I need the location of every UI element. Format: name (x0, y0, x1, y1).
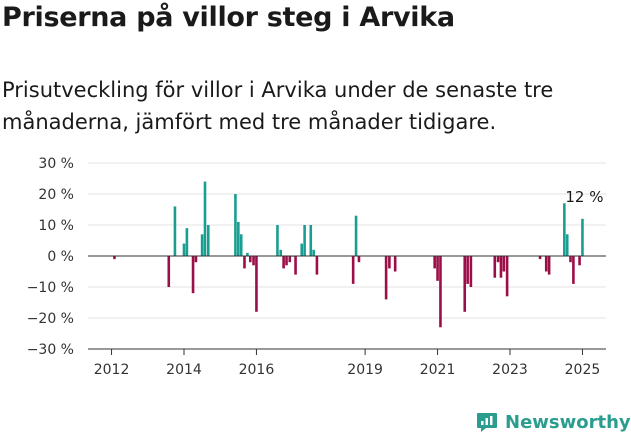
chart-title: Priserna på villor steg i Arvika (2, 2, 455, 33)
bar (502, 256, 506, 272)
x-tick-label: 2021 (420, 362, 456, 378)
annotations: 12 % (565, 188, 603, 206)
x-tick-label: 2012 (94, 362, 130, 378)
bar (499, 256, 503, 278)
newsworthy-logo-icon (477, 413, 497, 432)
bar (200, 234, 204, 256)
axes (88, 255, 606, 350)
bar (203, 181, 207, 256)
bar (578, 256, 581, 266)
bar (255, 256, 258, 312)
brand: Newsworthy (475, 410, 631, 434)
bar (384, 256, 388, 300)
bar (194, 256, 198, 263)
bar (173, 206, 177, 256)
bar (303, 225, 306, 256)
bar (463, 256, 467, 312)
x-tick-label: 2016 (239, 362, 275, 378)
x-tick-label: 2014 (166, 362, 202, 378)
bar (469, 256, 473, 287)
chart-subtitle: Prisutveckling för villor i Arvika under… (2, 78, 554, 134)
bar (547, 256, 551, 275)
bar (252, 256, 255, 266)
bar (354, 215, 358, 256)
bar (285, 256, 288, 266)
bar (496, 256, 500, 263)
bar (565, 234, 569, 256)
bar-chart: 30 %20 %10 %0 %−10 %−20 %−30 % 2012 2014 2… (27, 156, 606, 378)
bar (246, 252, 249, 256)
bar (234, 194, 237, 256)
bar (288, 256, 292, 263)
bar (276, 225, 279, 256)
bar (433, 256, 436, 269)
bar (439, 256, 442, 328)
bar (185, 228, 189, 256)
y-tick-label: −30 % (27, 342, 74, 358)
y-tick-label: 20 % (38, 187, 74, 203)
bar (248, 256, 252, 263)
bar (206, 225, 210, 256)
bar (569, 256, 572, 263)
bars (113, 181, 584, 328)
bar (237, 221, 240, 256)
bar (538, 256, 542, 260)
bar (563, 203, 566, 256)
bar (315, 256, 319, 275)
bar (243, 256, 246, 269)
bar (300, 243, 304, 256)
bar (282, 256, 285, 269)
bar (351, 256, 355, 284)
bar (388, 256, 391, 269)
bar (581, 218, 584, 256)
bar (505, 256, 509, 297)
x-axis-tick-labels: 2012 2014 2016 2019 2021 2023 2025 (94, 349, 601, 378)
bar (357, 256, 361, 263)
bar (239, 234, 243, 256)
bar (436, 256, 439, 281)
bar (294, 256, 297, 275)
bar (167, 256, 171, 287)
x-tick-label: 2025 (565, 362, 601, 378)
bar (544, 256, 548, 272)
bar (279, 249, 283, 256)
data-label: 12 % (565, 188, 603, 206)
bar (113, 256, 116, 260)
bar (493, 256, 497, 278)
y-tick-label: 30 % (38, 156, 74, 172)
y-tick-label: 10 % (38, 218, 74, 234)
x-tick-label: 2019 (347, 362, 383, 378)
y-tick-label: −20 % (27, 311, 74, 327)
y-tick-label: −10 % (27, 280, 74, 296)
bar (182, 243, 186, 256)
bar (309, 225, 313, 256)
y-tick-label: 0 % (47, 249, 74, 265)
x-tick-label: 2023 (492, 362, 528, 378)
bar (572, 256, 575, 284)
bar (312, 249, 315, 256)
brand-name: Newsworthy (505, 411, 631, 433)
bar (466, 256, 469, 284)
bar (393, 256, 397, 272)
y-axis-tick-labels: 30 % 20 % 10 % 0 % −10 % −20 % −30 % (27, 156, 74, 358)
bar (191, 256, 195, 294)
